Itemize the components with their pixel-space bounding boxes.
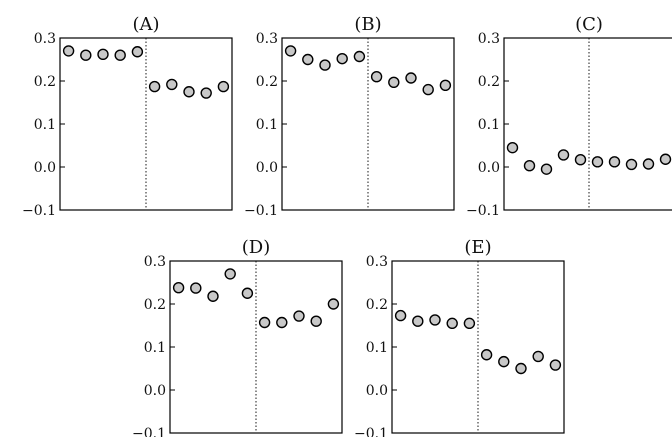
- data-point: [429, 314, 441, 326]
- y-tick-label: 0.3: [366, 254, 388, 270]
- y-tick-label: 0.1: [256, 117, 278, 133]
- data-point: [207, 290, 219, 302]
- data-point: [353, 50, 366, 63]
- data-point: [412, 315, 424, 327]
- data-point: [515, 362, 527, 375]
- y-tick-label: 0.2: [34, 74, 56, 90]
- plot-frame: [391, 260, 565, 434]
- panel-title: (C): [575, 14, 603, 35]
- data-point: [258, 316, 271, 329]
- y-tick-label: 0.0: [144, 383, 166, 399]
- data-point: [506, 141, 519, 154]
- data-point: [62, 45, 75, 57]
- data-point: [241, 287, 254, 299]
- data-point: [131, 46, 144, 58]
- data-point: [319, 59, 331, 71]
- y-tick-label: 0.3: [478, 31, 500, 47]
- data-point: [284, 45, 297, 57]
- data-point: [557, 149, 570, 161]
- panel-title: (D): [242, 237, 270, 258]
- data-point: [200, 87, 212, 99]
- data-point: [446, 317, 458, 330]
- panel-title: (B): [354, 14, 381, 35]
- data-point: [114, 49, 126, 61]
- plot-frame: [59, 37, 233, 211]
- y-tick-label: 0.2: [366, 297, 388, 313]
- y-tick-label: 0.1: [366, 340, 388, 356]
- panel-title: (A): [132, 14, 159, 35]
- data-point: [302, 53, 314, 66]
- data-point: [523, 160, 536, 172]
- y-tick-label: 0.3: [256, 31, 278, 47]
- y-tick-label: 0.1: [478, 117, 500, 133]
- data-point: [549, 359, 562, 371]
- plot-frame: [281, 37, 455, 211]
- data-point: [217, 80, 230, 93]
- y-tick-label: 0.0: [256, 160, 278, 176]
- data-point: [463, 317, 476, 330]
- y-tick-label: 0.0: [366, 383, 388, 399]
- y-tick-label: 0.0: [34, 160, 56, 176]
- y-tick-label: −0.1: [22, 203, 56, 219]
- data-point: [370, 70, 383, 83]
- data-point: [80, 49, 92, 61]
- plot-frame: [169, 260, 343, 434]
- data-point: [405, 72, 417, 84]
- y-tick-label: −0.1: [354, 426, 388, 437]
- data-point: [183, 86, 195, 98]
- data-point: [625, 158, 638, 171]
- panel-d: (D) −0.1 0.0 0.1 0.2 0.3: [132, 237, 343, 437]
- y-tick-label: 0.1: [34, 117, 56, 133]
- data-point: [97, 48, 109, 61]
- panel-title: (E): [464, 237, 491, 258]
- data-point: [394, 309, 407, 322]
- data-point: [659, 153, 672, 165]
- data-point: [498, 355, 510, 368]
- y-tick-label: −0.1: [132, 426, 166, 437]
- data-point: [422, 83, 434, 96]
- y-tick-label: 0.2: [478, 74, 500, 90]
- data-point: [439, 79, 452, 92]
- data-point: [574, 153, 587, 166]
- y-tick-label: −0.1: [466, 203, 500, 219]
- data-point: [293, 310, 305, 322]
- data-point: [327, 298, 340, 310]
- data-point: [591, 156, 604, 168]
- data-point: [540, 163, 553, 175]
- y-tick-label: 0.2: [144, 297, 166, 313]
- data-point: [166, 78, 178, 91]
- data-point: [480, 349, 493, 361]
- y-tick-label: 0.0: [478, 160, 500, 176]
- data-point: [388, 76, 400, 88]
- y-tick-label: −0.1: [244, 203, 278, 219]
- data-point: [608, 156, 621, 168]
- data-point: [642, 158, 655, 170]
- data-point: [310, 315, 322, 327]
- data-point: [532, 350, 544, 363]
- y-tick-label: 0.3: [144, 254, 166, 270]
- data-point: [172, 281, 185, 294]
- panel-b: (B) −0.1 0.0 0.1 0.2 0.3: [244, 14, 455, 219]
- data-point: [336, 52, 348, 65]
- panel-c: (C) −0.1 0.0 0.1 0.2 0.3: [466, 14, 672, 219]
- y-tick-label: 0.1: [144, 340, 166, 356]
- panel-a: (A) −0.1 0.0 0.1 0.2 0.3: [22, 14, 233, 219]
- y-tick-label: 0.2: [256, 74, 278, 90]
- data-point: [224, 268, 236, 280]
- data-point: [148, 80, 161, 93]
- y-tick-label: 0.3: [34, 31, 56, 47]
- plot-frame: [503, 37, 672, 211]
- panel-e: (E) −0.1 0.0 0.1 0.2 0.3: [354, 237, 565, 437]
- data-point: [276, 316, 288, 329]
- data-point: [190, 282, 202, 294]
